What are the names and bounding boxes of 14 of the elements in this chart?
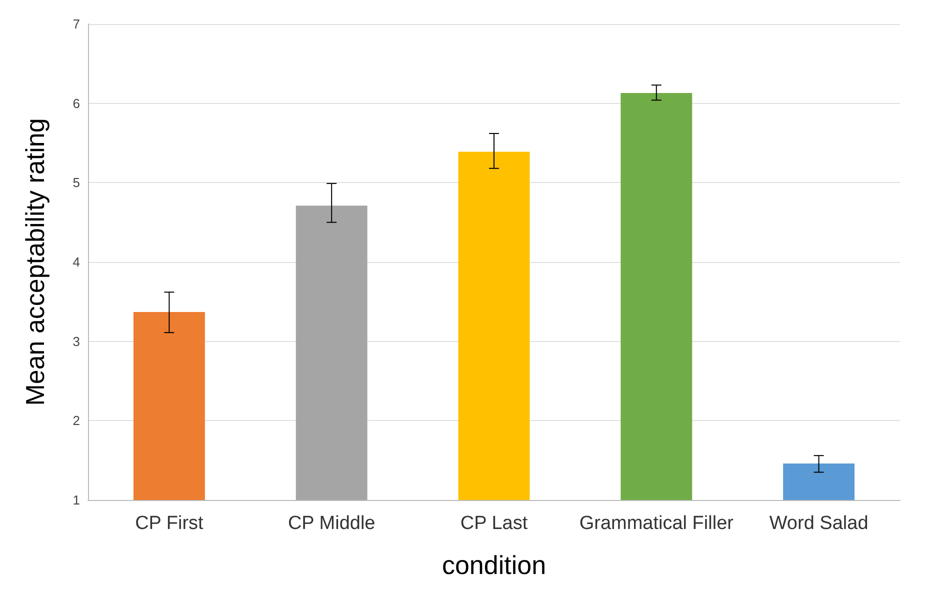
y-tick-label: 7 [72, 16, 80, 32]
y-tick-label: 3 [72, 334, 80, 349]
x-tick-label: CP Last [460, 513, 528, 534]
y-tick-label: 6 [72, 96, 80, 111]
y-tick-label: 4 [72, 254, 80, 270]
y-tick-label: 1 [72, 492, 80, 508]
x-tick-label: Word Salad [769, 513, 868, 534]
x-tick-label: CP Middle [288, 513, 376, 534]
y-axis-title: Mean acceptability rating [20, 118, 50, 406]
x-tick-label: Grammatical Filler [579, 513, 734, 534]
x-tick-label: CP First [135, 513, 204, 534]
x-axis-title: condition [442, 550, 546, 580]
y-tick-label: 2 [72, 413, 80, 428]
y-tick-label: 5 [72, 175, 80, 190]
